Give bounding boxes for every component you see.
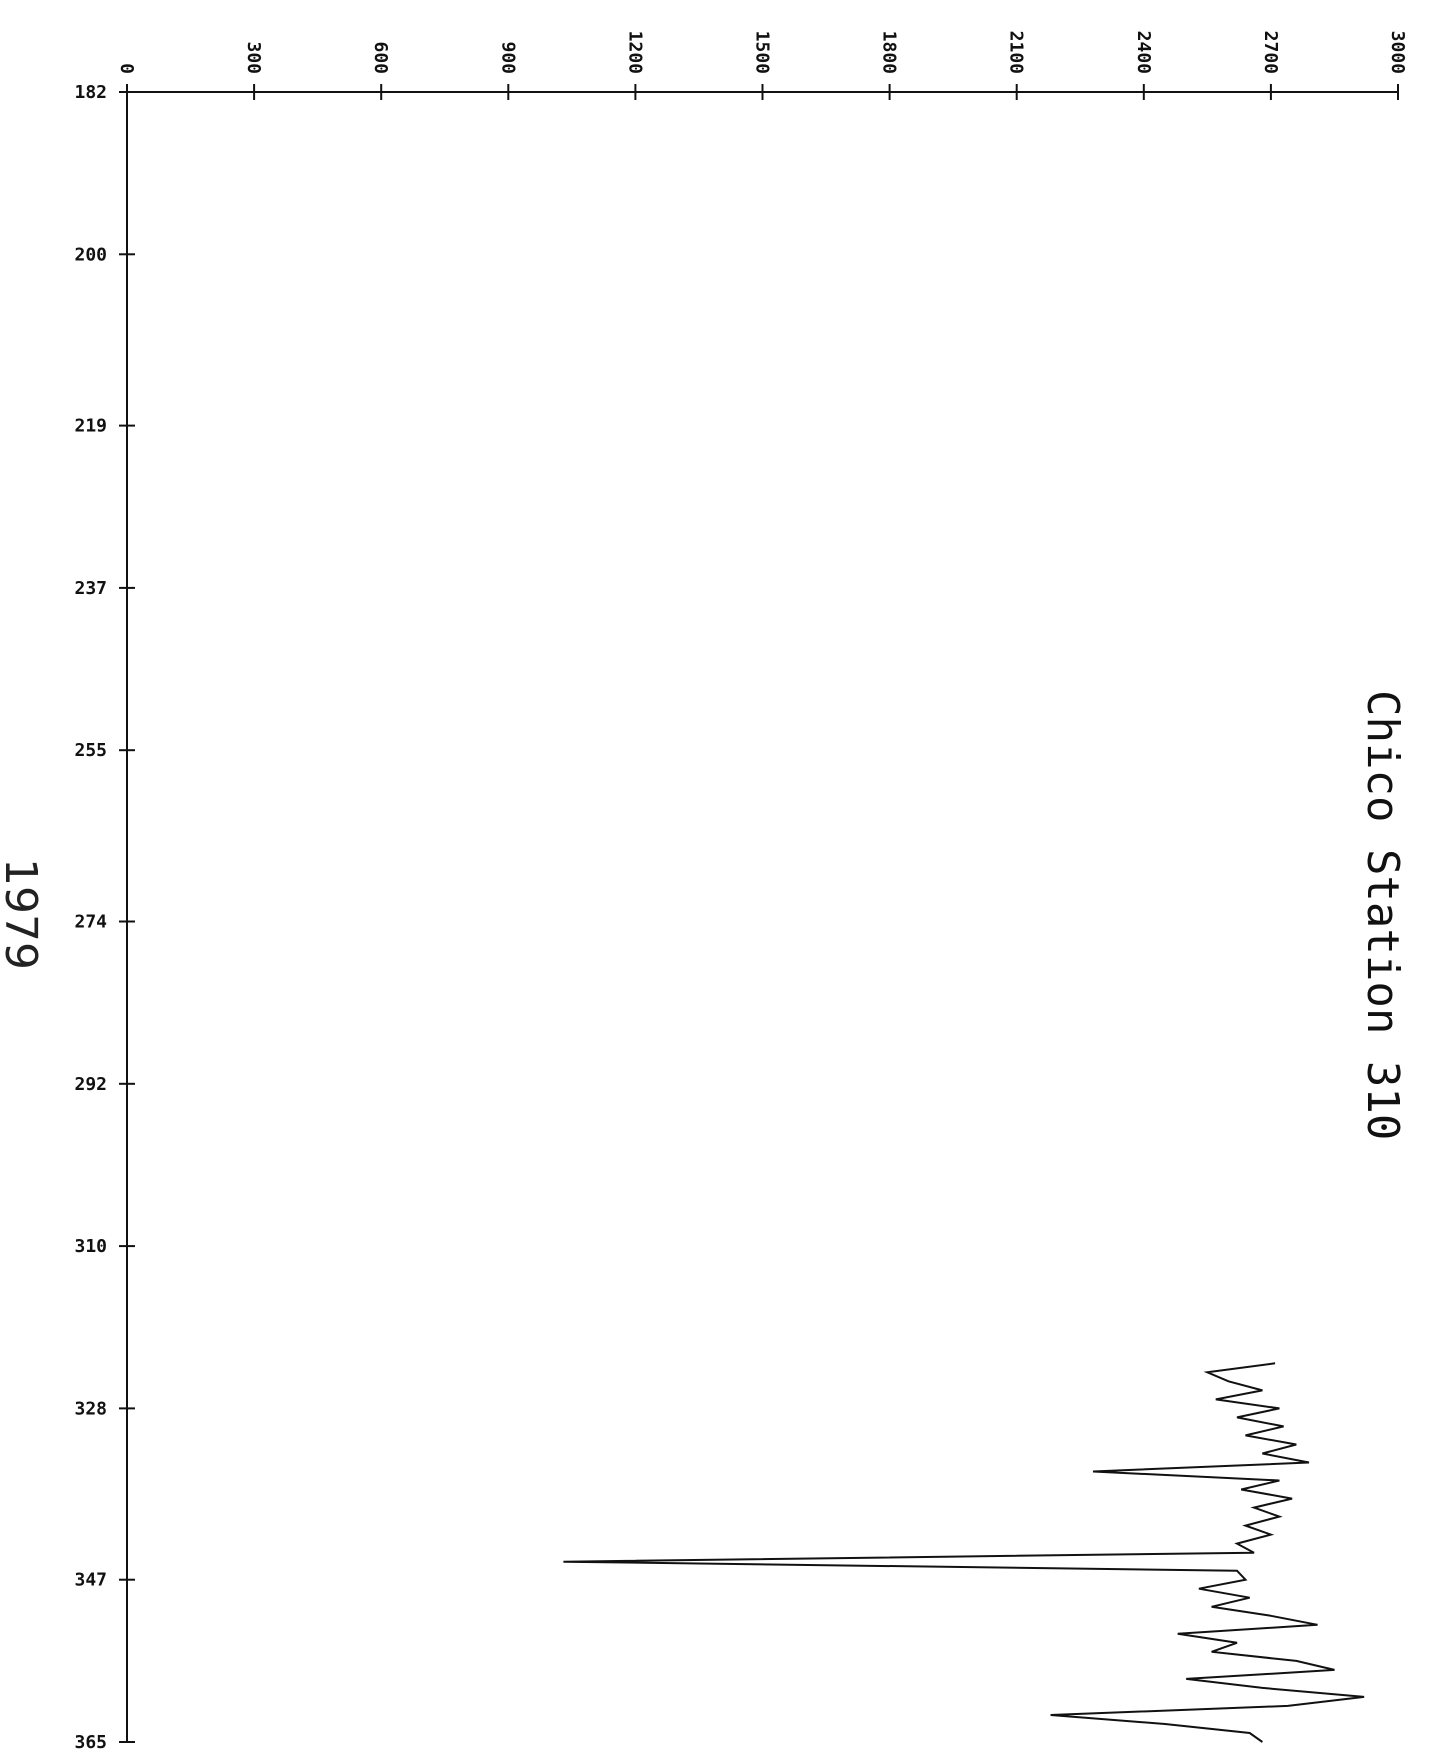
y-ticks: 0 300 600 900 1200 1500 1800 2100 2400 2700 3000 (116, 31, 1408, 100)
chart-title: Chico Station 310 (1357, 690, 1408, 1140)
y-tick-label: 2700 (1260, 31, 1281, 74)
x-axis: 182 200 219 237 255 274 292 310 328 347 365 (74, 82, 135, 1753)
x-tick-label: 200 (74, 244, 107, 265)
chart-subtitle: 1979 (0, 858, 46, 970)
x-tick-label: 237 (74, 578, 107, 599)
y-tick-label: 1200 (624, 31, 645, 74)
x-tick-label: 219 (74, 416, 107, 437)
x-tick-label: 292 (74, 1074, 107, 1095)
x-tick-label: 274 (74, 912, 107, 933)
y-tick-label: 600 (370, 41, 391, 74)
y-axis: 0 300 600 900 1200 1500 1800 2100 2400 2700 3000 (116, 31, 1408, 100)
x-tick-label: 182 (74, 82, 107, 103)
x-tick-label: 310 (74, 1236, 107, 1257)
series-line (563, 1362, 1365, 1743)
x-tick-label: 365 (74, 1732, 107, 1753)
y-tick-label: 300 (243, 41, 264, 74)
x-tick-label: 347 (74, 1570, 107, 1591)
x-ticks: 182 200 219 237 255 274 292 310 328 347 365 (74, 82, 135, 1753)
y-tick-label: 0 (116, 63, 137, 74)
y-tick-label: 900 (497, 41, 518, 74)
series-layer (563, 1362, 1365, 1743)
y-tick-label: 1800 (879, 31, 900, 74)
x-tick-label: 255 (74, 740, 107, 761)
y-tick-label: 2400 (1133, 31, 1154, 74)
y-tick-label: 3000 (1387, 31, 1408, 74)
y-tick-label: 2100 (1006, 31, 1027, 74)
x-tick-label: 328 (74, 1398, 107, 1419)
y-tick-label: 1500 (752, 31, 773, 74)
